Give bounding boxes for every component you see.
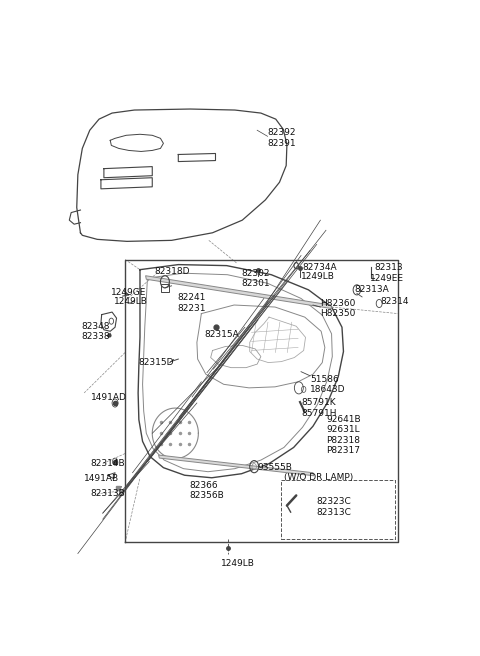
Text: 82318D: 82318D xyxy=(155,267,191,276)
Text: 51586: 51586 xyxy=(310,375,339,384)
Text: 1249LB: 1249LB xyxy=(301,272,335,281)
Text: 93555B: 93555B xyxy=(257,463,292,472)
Text: 82241
82231: 82241 82231 xyxy=(177,293,205,313)
Text: 82392
82391: 82392 82391 xyxy=(267,128,296,148)
Text: 18643D: 18643D xyxy=(310,385,346,394)
Text: 82734A: 82734A xyxy=(302,263,337,272)
Text: 82313: 82313 xyxy=(374,263,403,272)
Text: 1491AB: 1491AB xyxy=(84,474,120,483)
Text: 82313B: 82313B xyxy=(91,489,125,499)
Text: (W/O DR LAMP): (W/O DR LAMP) xyxy=(284,473,353,482)
Polygon shape xyxy=(145,276,332,308)
Polygon shape xyxy=(158,455,314,476)
Text: 1249EE: 1249EE xyxy=(370,274,404,283)
Text: 1491AD: 1491AD xyxy=(91,394,126,402)
Text: 82323C
82313C: 82323C 82313C xyxy=(316,497,351,517)
Text: 1249LB: 1249LB xyxy=(114,297,148,306)
Text: 82314B: 82314B xyxy=(91,459,125,468)
Text: 82348
82338: 82348 82338 xyxy=(82,321,110,341)
Text: 82315D: 82315D xyxy=(138,358,174,367)
Text: 82366
82356B: 82366 82356B xyxy=(190,481,224,500)
Text: 85791K
85791H: 85791K 85791H xyxy=(301,398,336,418)
Text: 82313A: 82313A xyxy=(354,285,389,295)
Text: 82302
82301: 82302 82301 xyxy=(241,268,270,288)
Text: 82315A: 82315A xyxy=(204,330,239,338)
Text: H82360
H82350: H82360 H82350 xyxy=(321,299,356,318)
Text: 82314: 82314 xyxy=(381,297,409,306)
Text: 1249LB: 1249LB xyxy=(221,559,254,568)
Text: 92641B
92631L
P82318
P82317: 92641B 92631L P82318 P82317 xyxy=(326,415,360,455)
Text: 1249GE: 1249GE xyxy=(111,288,147,297)
